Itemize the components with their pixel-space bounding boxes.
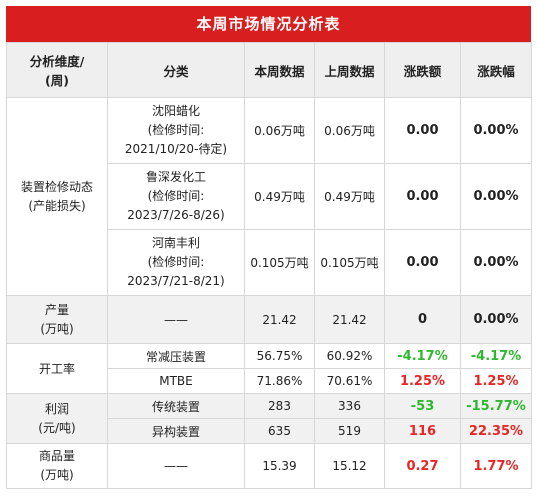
change-amount-value: 0 (384, 295, 461, 344)
maintenance-company-cell: 沈阳蜡化 (检修时间: 2021/10/20-待定) (107, 97, 245, 164)
change-amount-value: 0.00 (384, 163, 461, 230)
last-week-value: 0.105万吨 (314, 229, 385, 296)
dimension-operating-rate: 开工率 (6, 343, 108, 394)
dimension-profit-line2: (元/吨) (38, 420, 76, 435)
header-dimension-line1: 分析维度/ (29, 54, 85, 69)
change-amount-value: 0.00 (384, 229, 461, 296)
header-dimension-line2: (周) (45, 73, 69, 88)
maintenance-company-cell: 河南丰利 (检修时间: 2023/7/21-8/21) (107, 229, 245, 296)
last-week-value: 21.42 (314, 295, 385, 344)
change-amount-value: 0.00 (384, 97, 461, 164)
dimension-output: 产量 (万吨) (6, 295, 108, 344)
change-pct-value: -15.77% (460, 393, 532, 419)
table-title: 本周市场情况分析表 (6, 6, 531, 42)
table-row: 装置检修动态 (产能损失) 沈阳蜡化 (检修时间: 2021/10/20-待定)… (6, 97, 532, 296)
dimension-commodity: 商品量 (万吨) (6, 443, 108, 489)
maintenance-note: (检修时间: (147, 189, 205, 203)
last-week-value: 70.61% (314, 368, 385, 394)
change-pct-value: 0.00% (460, 229, 532, 296)
change-amount-value: 1.25% (384, 368, 461, 394)
profit-category: 异构装置 (107, 418, 245, 444)
change-amount-value: 116 (384, 418, 461, 444)
dimension-commodity-line1: 商品量 (38, 449, 75, 463)
market-analysis-table: 分析维度/ (周) 分类 本周数据 上周数据 涨跌额 涨跌幅 装置检修动态 (产… (6, 42, 532, 489)
dimension-output-line1: 产量 (44, 302, 69, 317)
maintenance-date: 2021/10/20-待定) (124, 142, 228, 156)
change-amount-value: -4.17% (384, 343, 461, 369)
header-dimension: 分析维度/ (周) (6, 42, 108, 98)
this-week-value: 71.86% (244, 368, 315, 394)
change-pct-value: 0.00% (460, 97, 532, 164)
header-row: 分析维度/ (周) 分类 本周数据 上周数据 涨跌额 涨跌幅 (6, 42, 532, 98)
this-week-value: 56.75% (244, 343, 315, 369)
change-amount-value: 0.27 (384, 443, 461, 489)
this-week-value: 0.105万吨 (244, 229, 315, 296)
header-this-week: 本周数据 (244, 42, 315, 98)
output-category: —— (107, 295, 245, 344)
dimension-profit-line1: 利润 (44, 401, 69, 416)
last-week-value: 60.92% (314, 343, 385, 369)
table-row: 河南丰利 (检修时间: 2023/7/21-8/21) 0.105万吨 0.10… (7, 229, 532, 296)
table-row: 产量 (万吨) —— 21.42 21.42 0 0.00% (6, 295, 532, 344)
maintenance-company: 鲁深发化工 (145, 170, 206, 184)
maintenance-company: 沈阳蜡化 (151, 104, 200, 118)
change-amount-value: -53 (384, 393, 461, 419)
maintenance-company: 河南丰利 (151, 236, 200, 250)
this-week-value: 0.49万吨 (244, 163, 315, 230)
table-row: 鲁深发化工 (检修时间: 2023/7/26-8/26) 0.49万吨 0.49… (7, 163, 532, 230)
change-pct-value: -4.17% (460, 343, 532, 369)
commodity-category: —— (107, 443, 245, 489)
table-row: 开工率 常减压装置 56.75% 60.92% -4.17% -4.17% (6, 343, 532, 394)
change-pct-value: 1.77% (460, 443, 532, 489)
this-week-value: 283 (244, 393, 315, 419)
dimension-maintenance-line1: 装置检修动态 (20, 179, 93, 194)
table-row: 异构装置 635 519 116 22.35% (7, 418, 532, 444)
this-week-value: 635 (244, 418, 315, 444)
maintenance-note: (检修时间: (147, 255, 205, 269)
dimension-profit: 利润 (元/吨) (6, 393, 108, 444)
change-pct-value: 22.35% (460, 418, 532, 444)
last-week-value: 519 (314, 418, 385, 444)
header-change-amount: 涨跌额 (384, 42, 461, 98)
last-week-value: 15.12 (314, 443, 385, 489)
profit-category: 传统装置 (107, 393, 245, 419)
table-row: 利润 (元/吨) 传统装置 283 336 -53 -15.77% (6, 393, 532, 444)
last-week-value: 0.06万吨 (314, 97, 385, 164)
last-week-value: 336 (314, 393, 385, 419)
maintenance-date: 2023/7/26-8/26) (127, 208, 225, 222)
operating-rate-category: 常减压装置 (107, 343, 245, 369)
this-week-value: 21.42 (244, 295, 315, 344)
maintenance-note: (检修时间: (147, 123, 205, 137)
last-week-value: 0.49万吨 (314, 163, 385, 230)
dimension-maintenance: 装置检修动态 (产能损失) (6, 97, 108, 296)
dimension-commodity-line2: (万吨) (40, 468, 74, 482)
table-row: 商品量 (万吨) —— 15.39 15.12 0.27 1.77% (6, 443, 532, 489)
this-week-value: 15.39 (244, 443, 315, 489)
change-pct-value: 0.00% (460, 295, 532, 344)
market-analysis-table-container: 本周市场情况分析表 分析维度/ (周) 分类 本周数据 上周数据 涨跌额 涨跌幅… (6, 6, 532, 489)
header-change-pct: 涨跌幅 (460, 42, 532, 98)
change-pct-value: 0.00% (460, 163, 532, 230)
header-category: 分类 (107, 42, 245, 98)
dimension-output-line2: (万吨) (40, 321, 74, 336)
change-pct-value: 1.25% (460, 368, 532, 394)
dimension-maintenance-line2: (产能损失) (28, 198, 86, 213)
header-last-week: 上周数据 (314, 42, 385, 98)
operating-rate-category: MTBE (107, 368, 245, 394)
maintenance-company-cell: 鲁深发化工 (检修时间: 2023/7/26-8/26) (107, 163, 245, 230)
maintenance-date: 2023/7/21-8/21) (127, 274, 225, 288)
table-row: MTBE 71.86% 70.61% 1.25% 1.25% (7, 368, 532, 394)
this-week-value: 0.06万吨 (244, 97, 315, 164)
